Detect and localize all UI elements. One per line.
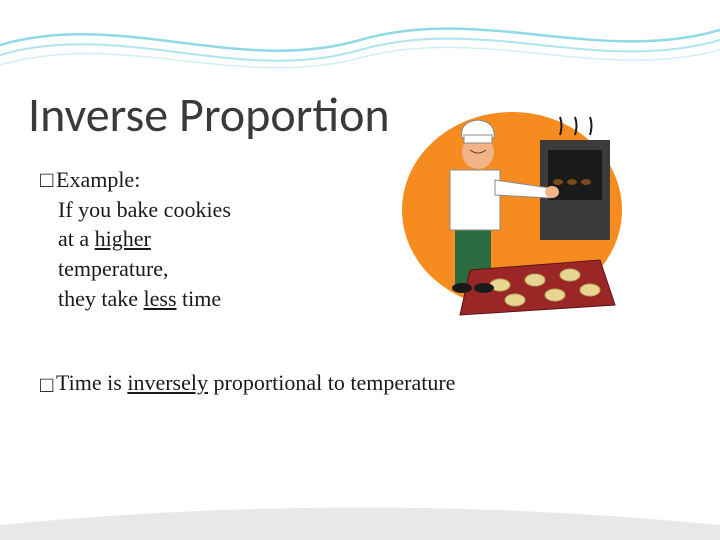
footer-swoosh-decoration [0,500,720,540]
example-text-block: □Example: If you bake cookies at a highe… [40,165,340,313]
example-line4a: they take [58,286,144,311]
bullet-icon: □ [40,165,56,195]
conclusion-rest: proportional to temperature [208,370,455,395]
example-less: less [144,286,177,311]
conclusion-text: □Time is inversely proportional to tempe… [40,370,455,398]
conclusion-inversely: inversely [127,370,208,395]
header-wave-decoration [0,0,720,90]
slide-title: Inverse Proportion [28,85,390,144]
example-line4c: time [177,286,222,311]
example-higher: higher [95,226,151,251]
chef-baking-illustration [400,110,625,330]
example-line1: If you bake cookies [40,197,231,222]
example-label: Example: [56,167,140,192]
conclusion-time: Time [56,370,102,395]
example-line2a: at a [58,226,95,251]
conclusion-mid: is [102,370,128,395]
example-line3: temperature, [40,256,169,281]
bullet-icon: □ [40,372,56,398]
